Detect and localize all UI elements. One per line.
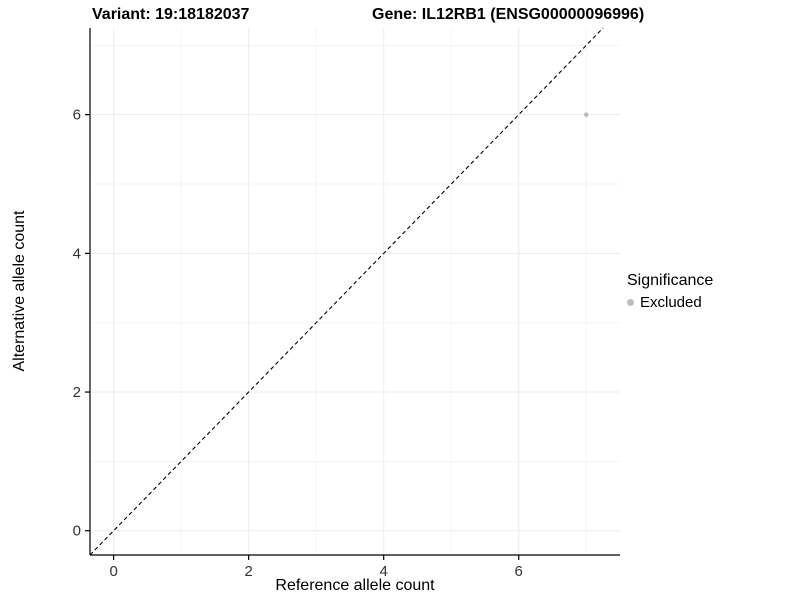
x-tick-label: 6 (515, 563, 523, 580)
x-tick-label: 0 (109, 563, 117, 580)
y-axis-title: Alternative allele count (11, 210, 28, 372)
legend-title: Significance (627, 272, 714, 289)
identity-line (89, 27, 604, 556)
gene-title: Gene: IL12RB1 (ENSG00000096996) (372, 6, 645, 23)
y-tick-label: 2 (73, 384, 81, 401)
legend: Significance Excluded (627, 272, 713, 311)
data-point (583, 112, 589, 117)
y-tick-label: 0 (73, 523, 81, 540)
legend-entry: Excluded (627, 294, 713, 311)
variant-title: Variant: 19:18182037 (92, 6, 250, 23)
plot-panel (90, 28, 620, 555)
x-axis-title: Reference allele count (275, 577, 435, 594)
y-tick-label: 4 (73, 245, 81, 262)
legend-entries: Excluded (627, 294, 713, 311)
x-tick-label: 4 (380, 563, 388, 580)
x-tick-label: 2 (244, 563, 252, 580)
legend-entry-label: Excluded (640, 294, 702, 311)
y-tick-label: 6 (73, 107, 81, 124)
legend-point-icon (627, 299, 634, 306)
